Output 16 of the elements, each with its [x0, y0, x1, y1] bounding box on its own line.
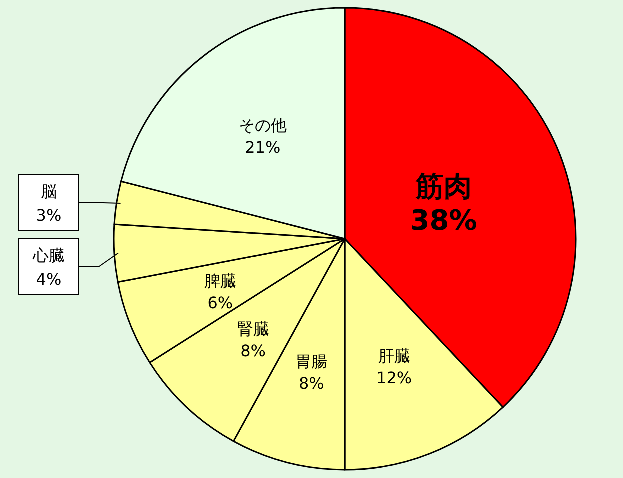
data-label: 38% — [410, 204, 478, 237]
slice-label: 肝臓 — [378, 346, 410, 366]
slice-label: 脾臓 — [204, 271, 236, 290]
slice-label: 筋肉 — [414, 170, 472, 203]
slice-label: 胃腸 — [296, 352, 328, 371]
data-label: 8% — [240, 342, 266, 361]
data-label: 4% — [36, 270, 62, 289]
slice-label: 心臓 — [32, 246, 65, 265]
data-label: 8% — [298, 374, 324, 393]
slice-label: 腎臓 — [237, 320, 270, 339]
slice-label: 脳 — [41, 182, 57, 201]
data-label: 21% — [245, 138, 281, 158]
slice-label: その他 — [238, 116, 287, 136]
data-label: 6% — [208, 293, 234, 312]
data-label: 12% — [376, 368, 412, 388]
data-label: 3% — [36, 206, 62, 225]
